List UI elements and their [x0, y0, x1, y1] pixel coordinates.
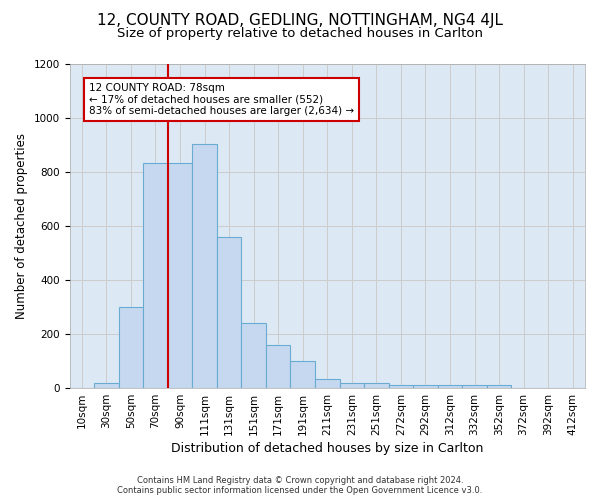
X-axis label: Distribution of detached houses by size in Carlton: Distribution of detached houses by size …: [171, 442, 484, 455]
Bar: [290, 361, 315, 388]
Bar: [315, 378, 340, 388]
Bar: [192, 144, 217, 388]
Bar: [389, 386, 413, 388]
Text: Contains HM Land Registry data © Crown copyright and database right 2024.
Contai: Contains HM Land Registry data © Crown c…: [118, 476, 482, 495]
Bar: [266, 345, 290, 388]
Bar: [340, 382, 364, 388]
Text: 12 COUNTY ROAD: 78sqm
← 17% of detached houses are smaller (552)
83% of semi-det: 12 COUNTY ROAD: 78sqm ← 17% of detached …: [89, 83, 354, 116]
Bar: [487, 386, 511, 388]
Bar: [462, 386, 487, 388]
Bar: [413, 386, 438, 388]
Bar: [119, 307, 143, 388]
Y-axis label: Number of detached properties: Number of detached properties: [15, 133, 28, 319]
Bar: [217, 237, 241, 388]
Bar: [241, 324, 266, 388]
Bar: [143, 162, 168, 388]
Bar: [438, 386, 462, 388]
Text: 12, COUNTY ROAD, GEDLING, NOTTINGHAM, NG4 4JL: 12, COUNTY ROAD, GEDLING, NOTTINGHAM, NG…: [97, 12, 503, 28]
Bar: [168, 162, 192, 388]
Text: Size of property relative to detached houses in Carlton: Size of property relative to detached ho…: [117, 28, 483, 40]
Bar: [364, 382, 389, 388]
Bar: [94, 382, 119, 388]
